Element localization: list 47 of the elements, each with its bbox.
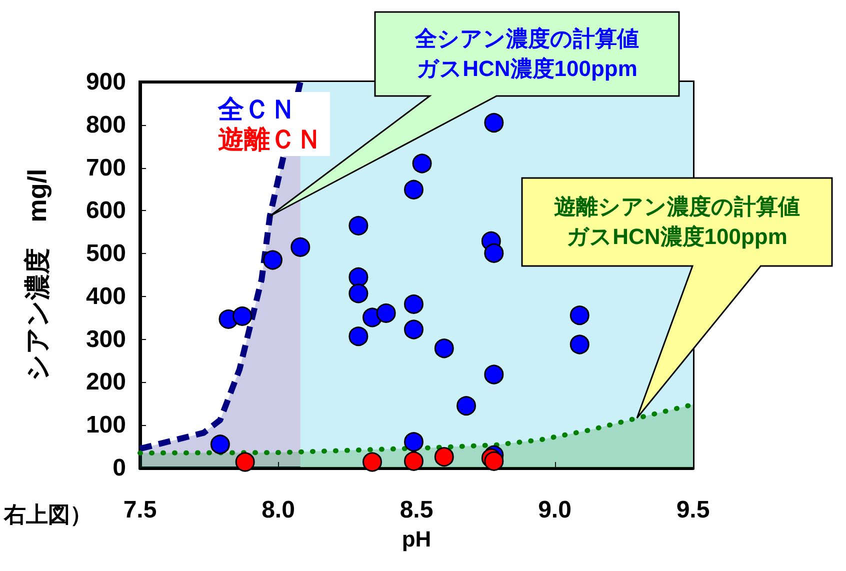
x-tick-label: 8.0	[262, 496, 295, 524]
point	[434, 338, 454, 358]
point	[404, 432, 424, 452]
x-tick-label: 9.5	[676, 496, 710, 524]
y-tick-label: 300	[86, 326, 126, 353]
text: 全シアン濃度の計算値ガスHCN濃度100ppm	[414, 25, 640, 83]
y-tick-label: 700	[86, 154, 126, 182]
point	[210, 434, 230, 454]
text: 右上図）	[4, 501, 92, 529]
point	[348, 326, 368, 346]
y-tick-label: 100	[86, 412, 126, 439]
text: 遊離ＣＮ	[218, 124, 322, 154]
y-tick-label: 500	[86, 240, 126, 268]
y-tick-label: 800	[86, 111, 126, 138]
y-tick-label: 200	[86, 368, 126, 396]
point	[232, 306, 252, 326]
point	[484, 364, 504, 384]
point	[235, 452, 255, 472]
x-tick-label: 8.5	[400, 496, 434, 524]
point	[484, 243, 504, 263]
point	[434, 447, 454, 467]
y-tick-label: 600	[86, 197, 126, 224]
point	[404, 294, 424, 314]
point	[348, 284, 368, 304]
x-tick-label: 7.5	[123, 496, 157, 524]
x-axis-title: pH	[402, 526, 432, 552]
point	[404, 320, 424, 340]
point	[348, 267, 368, 287]
point	[348, 216, 368, 236]
point	[362, 452, 382, 472]
y-tick-label: 900	[86, 68, 126, 96]
y-tick-label: 0	[112, 454, 126, 482]
y-tick-label: 400	[86, 282, 126, 310]
y-axis-title: シアン濃度 mg/l	[22, 168, 52, 382]
point	[262, 250, 282, 270]
point	[404, 451, 424, 471]
point	[484, 113, 504, 132]
text: 全ＣＮ	[217, 94, 296, 124]
point	[412, 154, 432, 174]
point	[456, 396, 476, 416]
point	[376, 303, 396, 323]
point	[570, 306, 590, 326]
x-tick-label: 9.0	[538, 496, 572, 524]
point	[290, 237, 310, 257]
annotation: 遊離シアン濃度の計算値ガスHCN濃度100ppm	[553, 193, 801, 251]
point	[404, 180, 424, 200]
point	[570, 334, 590, 354]
